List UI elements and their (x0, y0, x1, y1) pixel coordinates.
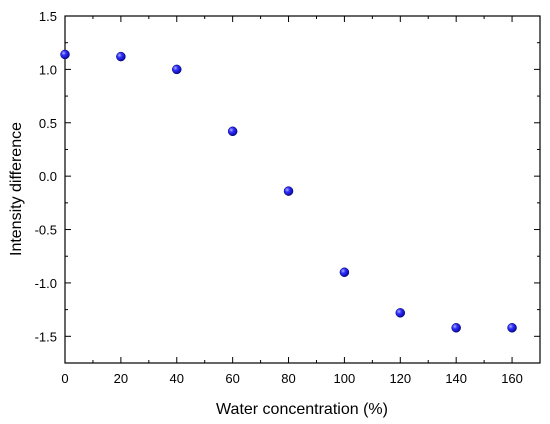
x-tick-label: 60 (225, 371, 239, 386)
y-tick-label: -0.5 (35, 223, 57, 238)
x-tick-label: 120 (389, 371, 411, 386)
y-tick-label: 1.5 (39, 9, 57, 24)
data-point (283, 186, 294, 196)
data-point (507, 323, 517, 333)
x-tick-label: 0 (61, 371, 68, 386)
x-tick-label: 160 (501, 371, 523, 386)
y-tick-label: 0.5 (39, 116, 57, 131)
y-axis-title: Intensity difference (8, 122, 25, 256)
plot-frame (64, 15, 541, 364)
x-tick-label: 100 (334, 371, 356, 386)
data-point (227, 126, 238, 137)
data-points (60, 49, 517, 333)
data-point (172, 64, 182, 75)
data-point (339, 267, 350, 277)
data-point (451, 323, 461, 333)
y-tick-label: 0.0 (39, 169, 57, 184)
x-tick-label: 40 (170, 371, 184, 386)
y-tick-label: 1.0 (39, 62, 57, 77)
x-tick-label: 140 (445, 371, 467, 386)
x-tick-label: 80 (281, 371, 295, 386)
x-axis-ticks: 0 20 40 60 80 100 120 140 160 (61, 16, 523, 386)
x-axis-title: Water concentration (%) (216, 401, 388, 418)
data-point (116, 51, 126, 62)
y-tick-label: -1.5 (35, 329, 57, 344)
y-tick-label: -1.0 (35, 276, 57, 291)
data-point (395, 308, 406, 318)
data-point (60, 49, 70, 60)
y-axis-ticks: -1.5 -1.0 -0.5 0.0 0.5 1.0 1.5 (35, 9, 540, 364)
x-tick-label: 20 (114, 371, 128, 386)
